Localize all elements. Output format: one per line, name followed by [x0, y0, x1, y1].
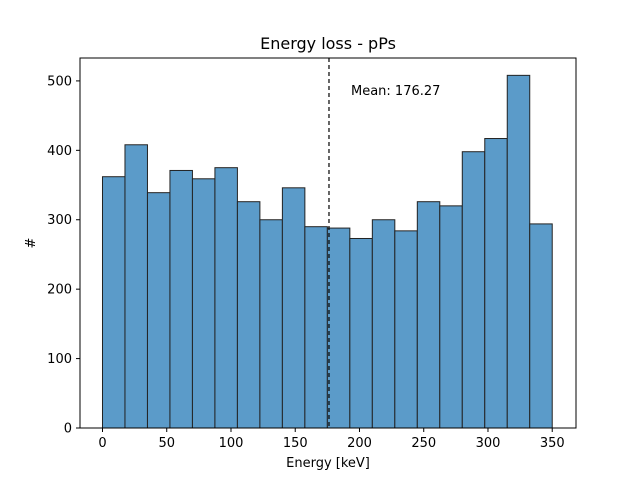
y-tick-label: 100	[47, 352, 72, 367]
histogram-bar	[169, 169, 193, 429]
y-tick-label: 300	[47, 213, 72, 228]
histogram-bar	[529, 223, 553, 429]
bars-group	[101, 74, 553, 429]
x-tick-label: 350	[540, 436, 565, 451]
x-tick-label: 100	[219, 436, 244, 451]
histogram-bar	[101, 176, 126, 429]
histogram-bar	[124, 144, 148, 429]
x-axis-ticks: 0 50 100 150 200 250 300 350	[98, 428, 565, 451]
histogram-bar	[281, 187, 306, 429]
histogram-bar	[214, 167, 238, 429]
histogram-bar	[461, 151, 486, 429]
y-tick-label: 0	[64, 422, 72, 437]
histogram-bar	[304, 226, 328, 429]
x-tick-label: 0	[98, 436, 106, 451]
y-axis-ticks: 0 100 200 300 400 500	[47, 74, 80, 437]
y-tick-label: 200	[47, 283, 72, 298]
x-tick-label: 200	[347, 436, 372, 451]
histogram-bar	[236, 201, 261, 429]
chart-title: Energy loss - pPs	[260, 34, 396, 53]
x-tick-label: 50	[158, 436, 175, 451]
y-axis-label: #	[24, 238, 39, 249]
y-tick-label: 400	[47, 144, 72, 159]
histogram-bar	[326, 227, 351, 429]
histogram-bar	[371, 219, 396, 429]
x-tick-label: 150	[283, 436, 308, 451]
x-axis-label: Energy [keV]	[286, 456, 370, 471]
x-tick-label: 300	[476, 436, 501, 451]
plot-frame	[79, 57, 577, 429]
histogram-bar	[394, 230, 418, 429]
x-tick-label: 250	[411, 436, 436, 451]
histogram-bar	[506, 74, 531, 429]
mean-annotation: Mean: 176.27	[351, 84, 440, 99]
histogram-bar	[416, 201, 441, 429]
histogram-bar	[259, 219, 283, 429]
histogram-bar	[146, 192, 171, 429]
histogram-bar	[439, 205, 463, 429]
y-tick-label: 500	[47, 74, 72, 89]
histogram-bar	[349, 237, 373, 429]
histogram-bar	[484, 138, 508, 429]
histogram-bar	[191, 178, 216, 429]
